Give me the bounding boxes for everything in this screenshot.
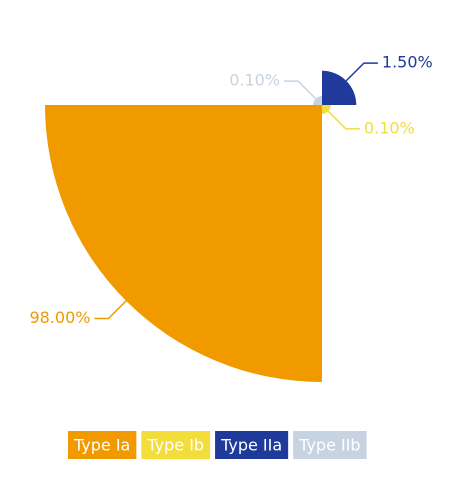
legend-swatch (215, 431, 289, 459)
data-label: 1.50% (382, 53, 433, 72)
rose-slice (313, 96, 322, 105)
rose-slice (322, 70, 357, 105)
legend-item: Type Ib (141, 431, 211, 459)
legend-swatch (141, 431, 211, 459)
leader-line (345, 62, 378, 82)
legend-swatch (68, 431, 137, 459)
legend-label: Type IIb (298, 436, 360, 455)
legend-item: Type IIa (215, 431, 289, 459)
legend: Type Ia Type Ib Type IIa Type IIb (68, 431, 367, 459)
legend-swatch (293, 431, 367, 459)
legend-item: Type Ia (68, 431, 137, 459)
legend-label: Type Ia (73, 436, 130, 455)
data-label: 98.00% (29, 308, 90, 327)
leader-line (284, 80, 317, 100)
rose-slice (45, 105, 322, 382)
data-label: 0.10% (364, 118, 415, 137)
data-label: 0.10% (229, 71, 280, 90)
leader-line (327, 110, 360, 130)
legend-item: Type IIb (293, 431, 367, 459)
leader-line (94, 300, 127, 320)
legend-label: Type Ib (146, 436, 204, 455)
rose-slice (322, 105, 331, 114)
legend-label: Type IIa (220, 436, 282, 455)
